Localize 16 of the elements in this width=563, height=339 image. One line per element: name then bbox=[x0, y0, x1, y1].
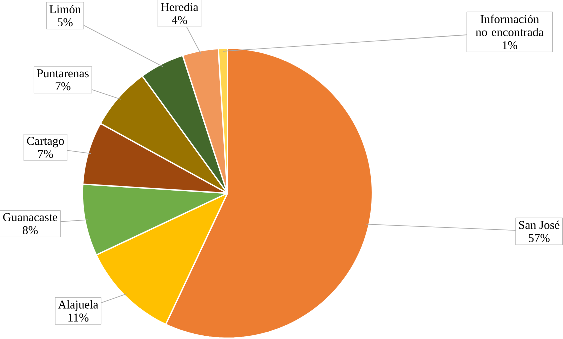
slice-label: San José bbox=[519, 220, 560, 230]
data-label: 5% bbox=[58, 18, 73, 27]
slice-label: Guanacaste bbox=[3, 213, 58, 222]
data-label: 1% bbox=[503, 41, 518, 50]
data-label: 4% bbox=[172, 16, 188, 24]
slice-label: Alajuela bbox=[58, 300, 98, 312]
data-label: 7% bbox=[38, 150, 54, 158]
data-label: 57% bbox=[529, 234, 550, 242]
data-label: 11% bbox=[68, 314, 89, 322]
slice-label: Información no encontrada bbox=[476, 14, 544, 36]
slice-label: Puntarenas bbox=[37, 70, 89, 78]
data-label: 8% bbox=[22, 226, 38, 234]
slice-label: Cartago bbox=[27, 137, 64, 148]
data-label: 7% bbox=[56, 82, 71, 91]
slice-label: Limón bbox=[50, 5, 82, 14]
slice-label: Heredia bbox=[161, 2, 198, 12]
